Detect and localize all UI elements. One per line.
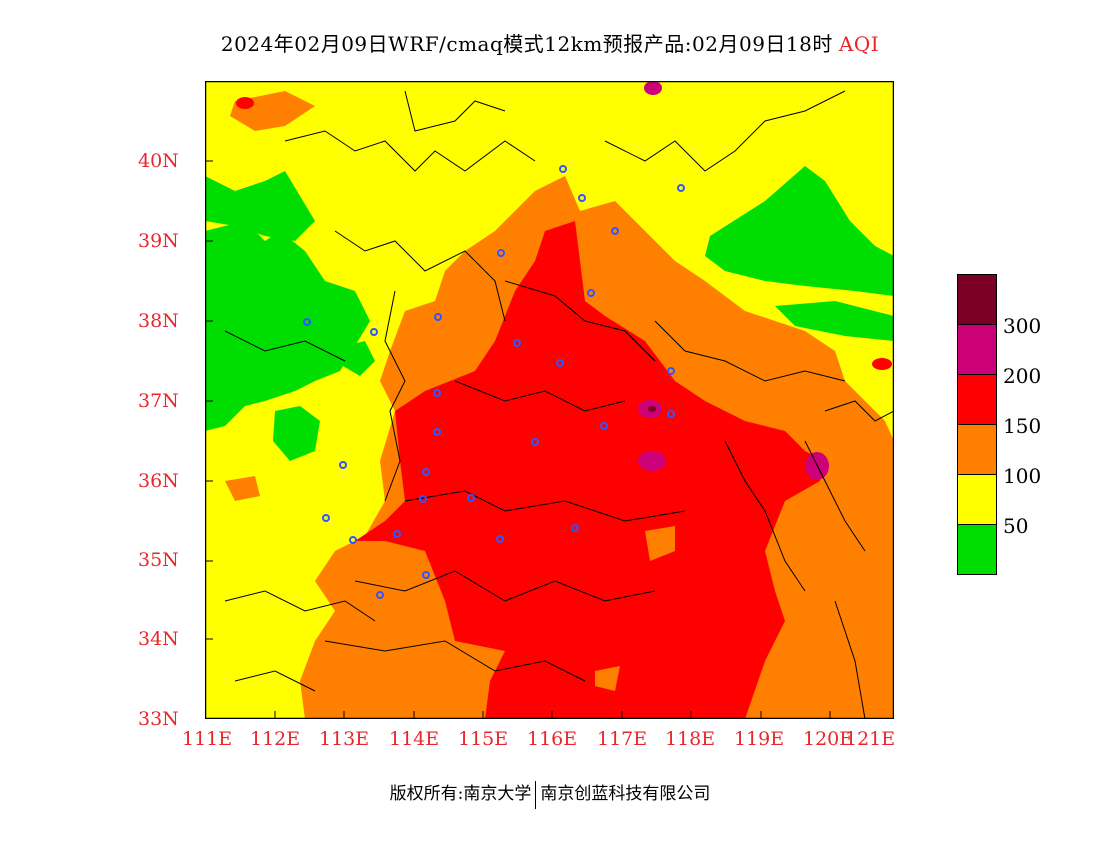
green-region-west	[205, 221, 370, 431]
lat-tick-36: 36N	[138, 470, 179, 492]
lon-tick-116: 116E	[527, 728, 578, 750]
aqi-map	[205, 81, 894, 719]
lat-tick-37: 37N	[138, 390, 179, 412]
footer-separator	[535, 780, 537, 809]
legend-label-150: 150	[1003, 414, 1042, 438]
lon-tick-114: 114E	[389, 728, 440, 750]
lon-tick-119: 119E	[734, 728, 785, 750]
boundaries	[224, 90, 894, 719]
lat-tick-34: 34N	[138, 628, 179, 650]
hotspot-4	[644, 81, 662, 95]
lat-tick-35: 35N	[138, 549, 179, 571]
lon-tick-120: 120E	[803, 728, 854, 750]
green-region-west-small	[273, 406, 320, 461]
orange-region-west	[225, 476, 260, 501]
green-region-northeast	[705, 166, 894, 296]
red-region	[355, 221, 825, 719]
legend-label-200: 200	[1003, 364, 1042, 388]
legend-swatch-severe	[957, 274, 997, 325]
orange-patch-1	[645, 526, 675, 561]
red-spot-1	[236, 97, 254, 109]
lon-tick-113: 113E	[319, 728, 370, 750]
green-region-east-coast	[775, 301, 894, 341]
lon-tick-115: 115E	[458, 728, 509, 750]
green-region-northwest	[205, 171, 315, 241]
legend-swatch-light	[957, 424, 997, 475]
orange-patch-2	[595, 666, 620, 691]
legend-label-50: 50	[1003, 514, 1029, 538]
title-variable: AQI	[838, 32, 880, 56]
map-title: 2024年02月09日WRF/cmaq模式12km预报产品:02月09日18时 A…	[0, 28, 1100, 57]
lat-tick-33: 33N	[138, 708, 179, 730]
lat-tick-38: 38N	[138, 310, 179, 332]
green-region-small-1	[343, 341, 375, 376]
red-spot-2	[872, 358, 892, 370]
copyright-footer: 版权所有:南京大学 南京创蓝科技有限公司	[0, 779, 1100, 809]
city-markers	[303, 165, 685, 599]
lat-tick-39: 39N	[138, 230, 179, 252]
legend-swatch-heavy	[957, 324, 997, 375]
hotspot-1	[638, 451, 666, 471]
legend-label-300: 300	[1003, 314, 1042, 338]
hotspot-severe	[648, 406, 656, 412]
lon-tick-117: 117E	[597, 728, 648, 750]
footer-right: 南京创蓝科技有限公司	[540, 784, 711, 804]
footer-left: 版权所有:南京大学	[389, 784, 532, 804]
legend-swatch-good	[957, 524, 997, 575]
lon-tick-121: 121E	[845, 728, 896, 750]
legend-swatch-moderate	[957, 474, 997, 525]
lon-tick-111: 111E	[182, 728, 233, 750]
lat-tick-40: 40N	[138, 150, 179, 172]
lon-tick-118: 118E	[665, 728, 716, 750]
legend-swatch-medium	[957, 374, 997, 425]
map-frame	[205, 81, 894, 719]
title-main: 2024年02月09日WRF/cmaq模式12km预报产品:02月09日18时	[220, 32, 833, 56]
tick-marks	[205, 160, 831, 719]
legend-label-100: 100	[1003, 464, 1042, 488]
lon-tick-112: 112E	[250, 728, 301, 750]
